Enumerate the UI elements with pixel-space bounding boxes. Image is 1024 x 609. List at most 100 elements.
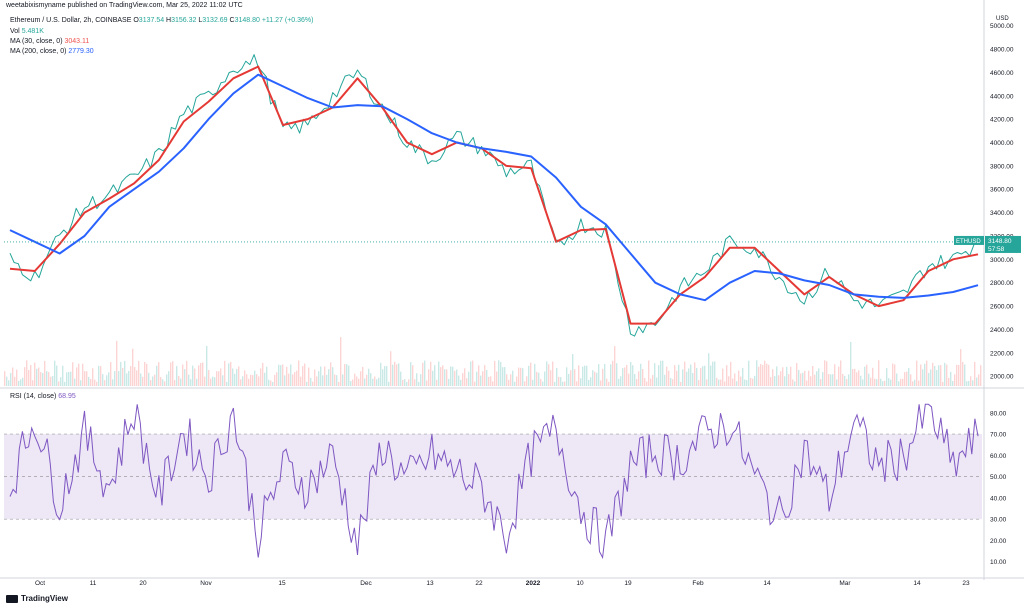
volume-value: 5.481K: [21, 28, 44, 35]
volume-bar: [750, 377, 752, 386]
volume-bar: [662, 360, 664, 386]
volume-bar: [296, 370, 298, 386]
volume-bar: [504, 367, 506, 386]
volume-bar: [886, 368, 888, 386]
volume-bar: [872, 367, 874, 386]
volume-bar: [478, 365, 480, 386]
volume-bar: [720, 379, 722, 386]
volume-bar: [278, 364, 280, 386]
tradingview-logo[interactable]: TradingView: [6, 594, 68, 603]
volume-bar: [904, 372, 906, 386]
volume-bar: [288, 373, 290, 386]
volume-bar: [784, 376, 786, 386]
ma200-label: MA (200, close, 0): [10, 48, 67, 55]
volume-bar: [150, 380, 152, 386]
volume-bar: [898, 381, 900, 386]
volume-bar: [832, 374, 834, 386]
last-price: 3148.80: [988, 238, 1012, 245]
volume-bar: [188, 374, 190, 386]
rsi-tick-label: 10.00: [990, 559, 1007, 566]
volume-bar: [912, 381, 914, 386]
volume-bar: [548, 364, 550, 386]
volume-bar: [932, 362, 934, 386]
volume-bar: [822, 372, 824, 386]
rsi-tick-label: 40.00: [990, 495, 1007, 502]
volume-bar: [888, 378, 890, 386]
volume-bar: [388, 381, 390, 386]
volume-bar: [844, 375, 846, 386]
volume-bar: [710, 365, 712, 386]
volume-bar: [106, 375, 108, 386]
volume-bar: [54, 360, 56, 386]
ma30-value: 3043.11: [64, 38, 90, 45]
volume-bar: [940, 365, 942, 386]
price-axis: 2000.00 2200.00 2400.00 2600.00 2800.00 3000.…: [990, 16, 1014, 381]
time-tick-label: 15: [278, 580, 286, 587]
volume-bar: [902, 378, 904, 386]
volume-bar: [26, 360, 28, 386]
volume-bar: [854, 368, 856, 386]
volume-legend: Vol 5.481K: [10, 28, 44, 35]
volume-bar: [818, 368, 820, 386]
volume-bar: [178, 375, 180, 386]
volume-bar: [736, 381, 738, 386]
rsi-tick-label: 60.00: [990, 453, 1007, 460]
volume-bar: [510, 374, 512, 386]
volume-bar: [238, 366, 240, 386]
volume-bar: [684, 361, 686, 386]
volume-bar: [588, 379, 590, 386]
volume-bar: [228, 363, 230, 386]
volume-bar: [830, 374, 832, 386]
volume-bar: [192, 365, 194, 386]
volume-bar: [146, 363, 148, 386]
volume-bar: [826, 361, 828, 386]
volume-bar: [842, 373, 844, 386]
rsi-axis: 10.00 20.00 30.00 40.00 50.00 60.00 70.00 80.00: [990, 410, 1007, 566]
volume-bar: [948, 377, 950, 386]
price-tick-label: 4400.00: [990, 93, 1014, 100]
volume-bar: [788, 374, 790, 386]
volume-bar: [144, 362, 146, 386]
volume-bar: [370, 373, 372, 386]
volume-bar: [688, 368, 690, 386]
volume-bar: [978, 374, 980, 386]
volume-bar: [184, 369, 186, 386]
volume-bar: [60, 377, 62, 386]
volume-bar: [606, 378, 608, 386]
countdown: 57:58: [988, 246, 1005, 253]
volume-bar: [390, 351, 392, 386]
volume-bar: [168, 371, 170, 386]
volume-bar: [472, 360, 474, 386]
volume-bar: [350, 381, 352, 386]
volume-bar: [808, 370, 810, 386]
tradingview-brand: TradingView: [21, 594, 68, 603]
volume-bar: [272, 381, 274, 386]
ma200-value: 2779.30: [68, 48, 94, 55]
volume-bar: [522, 368, 524, 386]
volume-bar: [936, 369, 938, 386]
volume-bar: [204, 376, 206, 386]
volume-bar: [268, 379, 270, 386]
volume-bar: [162, 379, 164, 386]
volume-bar: [670, 377, 672, 386]
rsi-tick-label: 20.00: [990, 538, 1007, 545]
volume-bar: [208, 370, 210, 386]
volume-bar: [528, 365, 530, 386]
volume-bar: [648, 360, 650, 386]
volume-bar: [804, 370, 806, 386]
volume-bar: [48, 372, 50, 386]
volume-bar: [672, 379, 674, 386]
volume-bar: [384, 366, 386, 386]
price-tick-label: 2400.00: [990, 327, 1014, 334]
volume-bar: [974, 361, 976, 386]
volume-bar: [470, 361, 472, 386]
volume-bar: [968, 380, 970, 386]
volume-bar: [136, 370, 138, 386]
volume-bar: [444, 369, 446, 386]
volume-bar: [174, 380, 176, 386]
volume-bar: [264, 372, 266, 386]
volume-bar: [654, 363, 656, 386]
volume-bar: [574, 369, 576, 386]
volume-bar: [312, 381, 314, 386]
volume-bar: [794, 381, 796, 386]
